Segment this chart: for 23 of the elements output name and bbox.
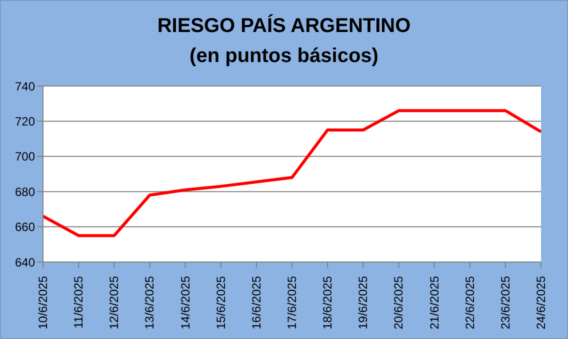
x-tick-label: 10/6/2025 [36, 276, 50, 330]
y-tick-label: 640 [14, 255, 36, 270]
x-tick-label: 21/6/2025 [427, 276, 442, 330]
y-tick-label: 680 [14, 184, 36, 199]
x-tick-label: 24/6/2025 [534, 276, 548, 330]
x-tick-label: 17/6/2025 [285, 276, 299, 330]
y-tick-label: 720 [14, 114, 36, 128]
y-tick-label: 700 [14, 150, 36, 164]
y-tick-label: 740 [14, 79, 36, 94]
chart-title: RIESGO PAÍS ARGENTINO [156, 13, 412, 39]
x-tick-label: 12/6/2025 [107, 276, 122, 330]
x-tick-label: 19/6/2025 [356, 276, 370, 330]
x-tick-label: 13/6/2025 [142, 276, 157, 330]
x-tick-label: 22/6/2025 [462, 276, 477, 330]
x-tick-label: 11/6/2025 [72, 276, 86, 328]
x-tick-label: 18/6/2025 [320, 276, 335, 330]
y-tick-label: 660 [14, 220, 36, 234]
x-tick-label: 16/6/2025 [249, 276, 264, 330]
x-tick-label: 15/6/2025 [214, 276, 228, 330]
x-tick-label: 23/6/2025 [498, 276, 512, 330]
x-tick-label: 20/6/2025 [392, 276, 406, 330]
chart-subtitle: (en puntos básicos) [188, 44, 380, 69]
x-tick-label: 14/6/2025 [178, 276, 192, 330]
